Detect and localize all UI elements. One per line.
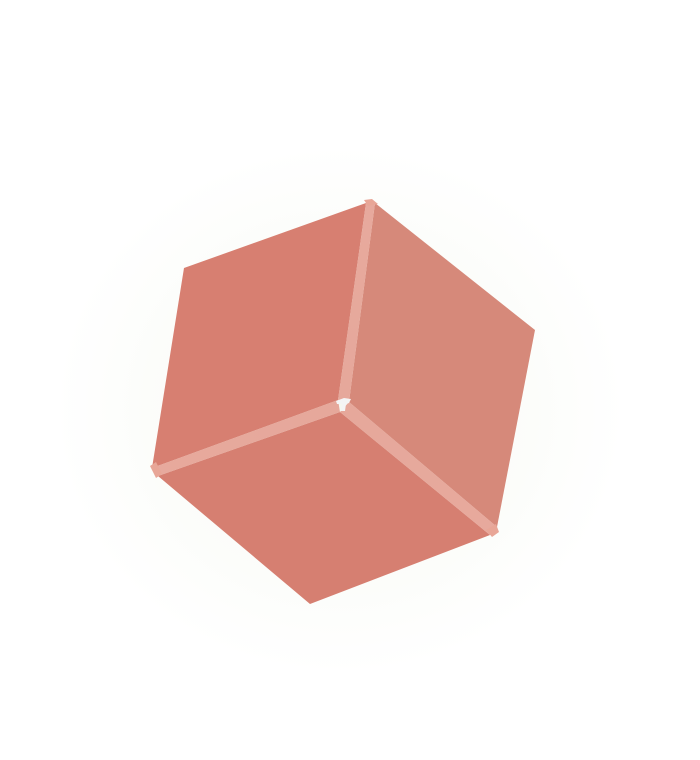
cube-left-face: [152, 203, 366, 468]
cube-corner-left: [150, 462, 162, 478]
cube-edge-right-diagonal: [340, 402, 497, 535]
cube-corner-top: [364, 199, 378, 206]
cube-right-face: [349, 203, 535, 527]
cube-bottom-face: [158, 412, 490, 604]
cube-edge-left-horizontal: [152, 400, 340, 476]
cube-edge-top-vertical: [338, 203, 375, 402]
cube-center-gap: [336, 398, 351, 411]
cube-corner-right: [486, 524, 499, 537]
